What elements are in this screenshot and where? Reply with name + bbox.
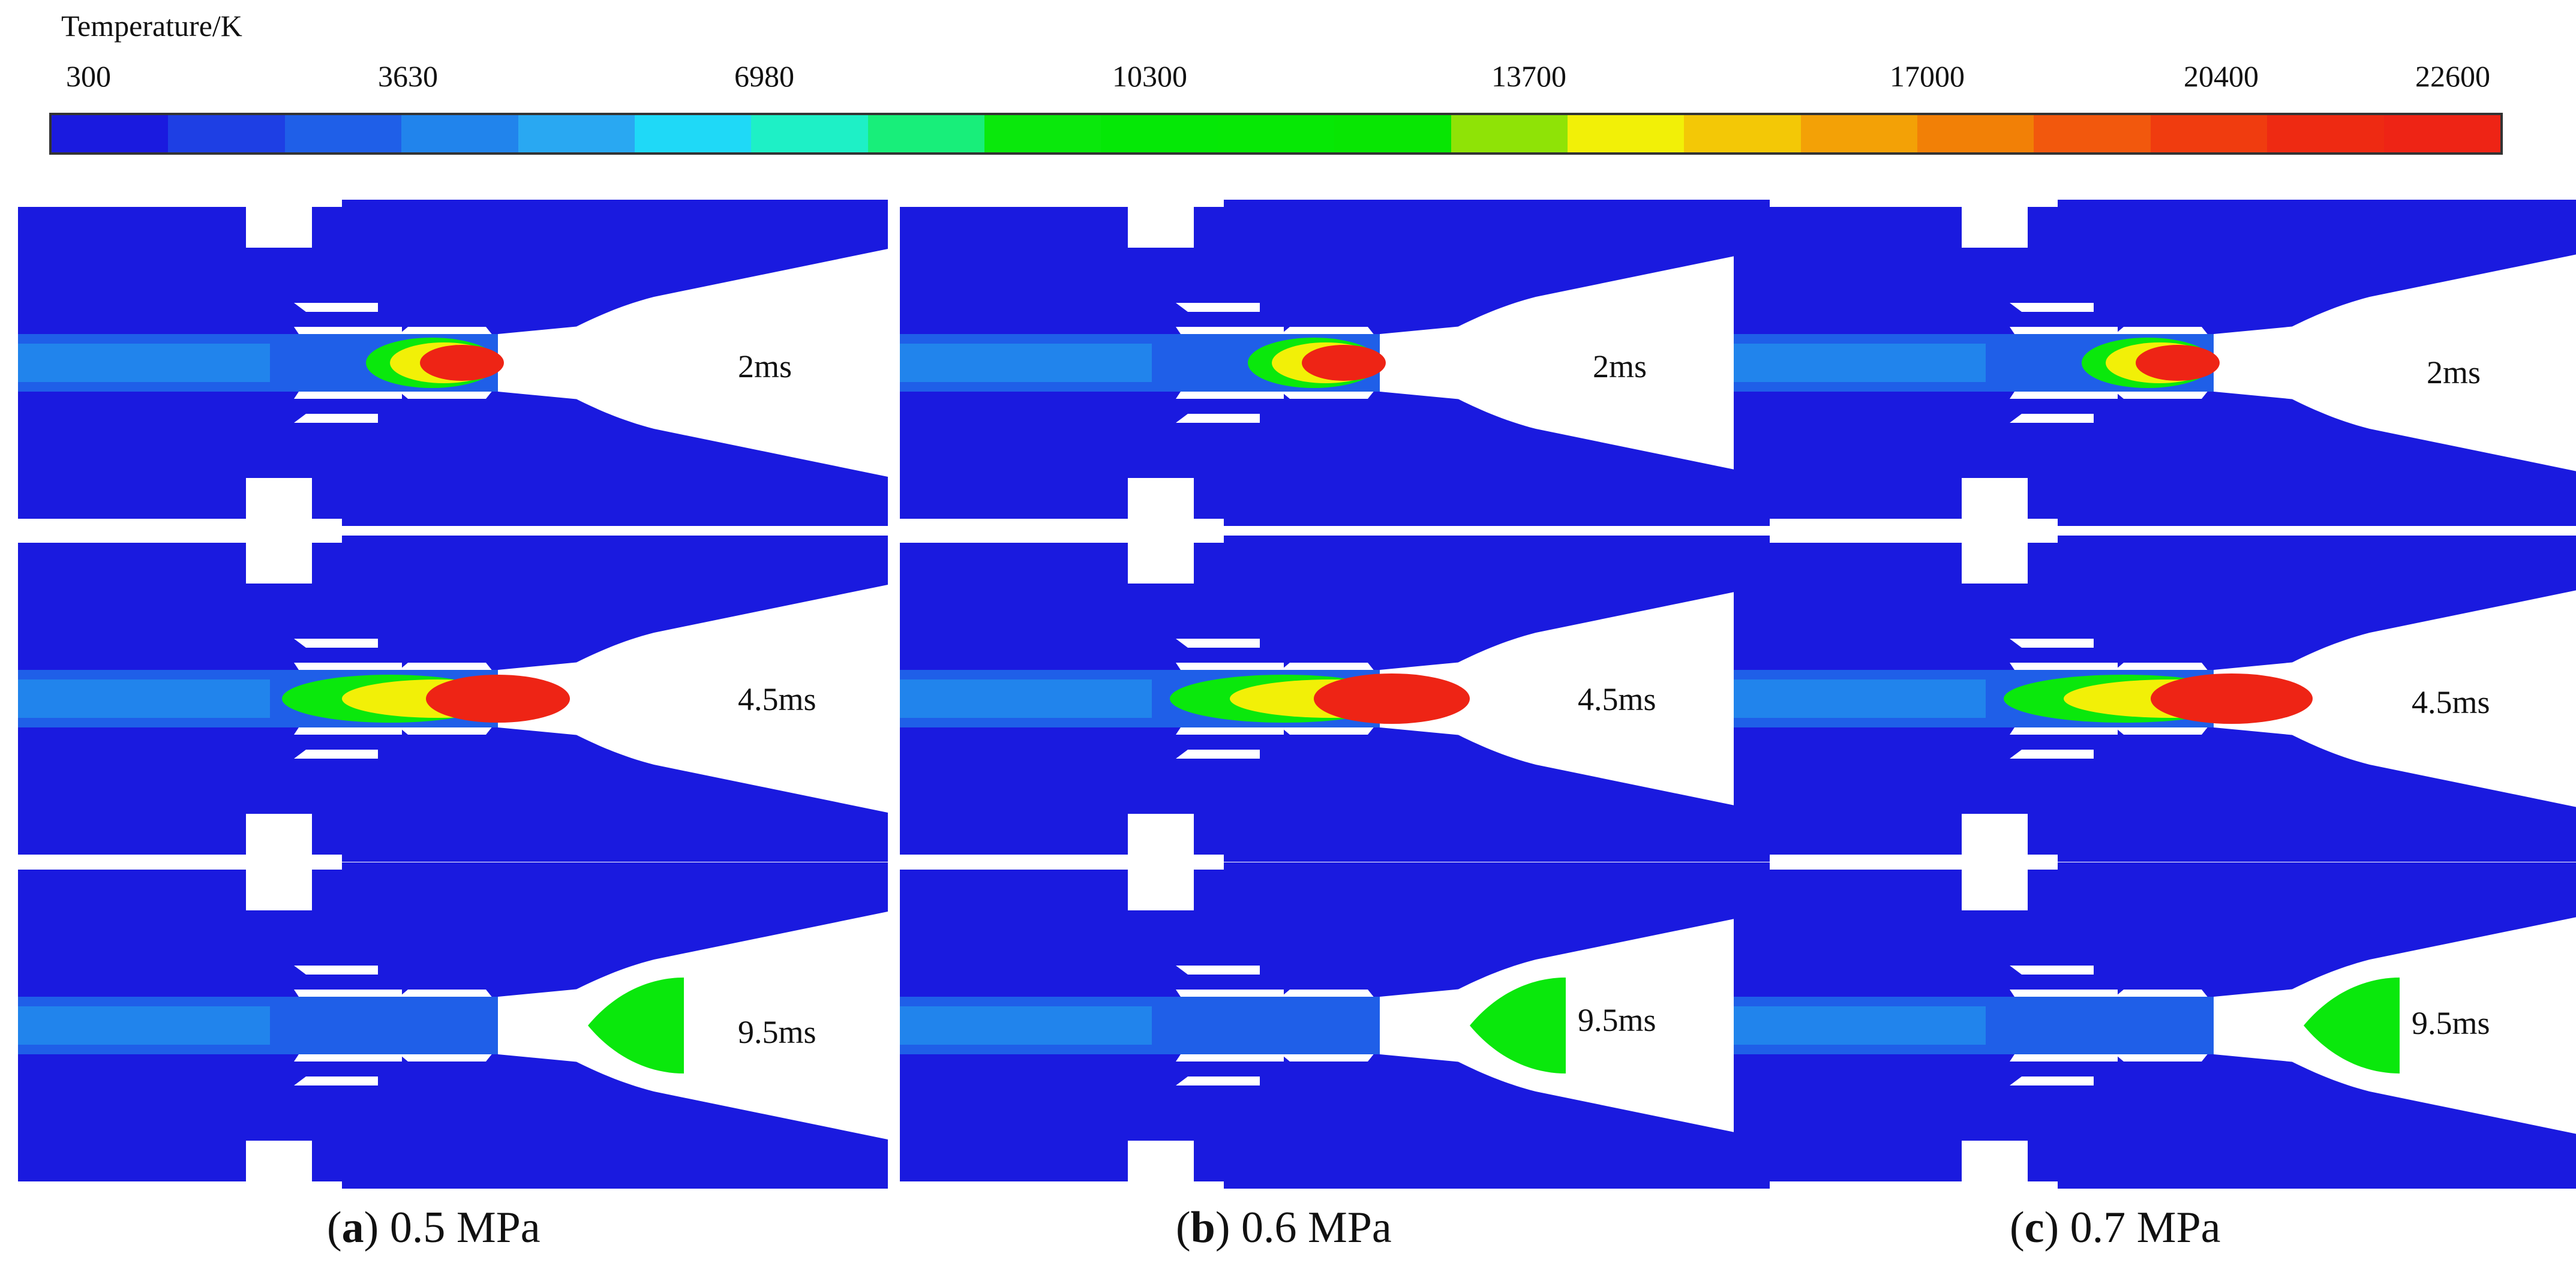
colorbar-segment	[1567, 115, 1685, 152]
colorbar-tick-label: 22600	[2415, 59, 2490, 93]
colorbar-segment	[1217, 115, 1335, 152]
panel-c-4.5ms	[1734, 536, 2576, 862]
panel-c-2ms	[1734, 200, 2576, 526]
colorbar	[49, 113, 2503, 155]
time-label-a-9.5ms: 9.5ms	[738, 1014, 816, 1050]
caption-c: (c) 0.7 MPa	[2010, 1203, 2221, 1252]
time-label-b-2ms: 2ms	[1593, 348, 1647, 384]
colorbar-segment	[2383, 115, 2500, 152]
caption-a: (a) 0.5 MPa	[327, 1203, 541, 1252]
colorbar-segment	[2150, 115, 2268, 152]
colorbar-segment	[1451, 115, 1568, 152]
panel-a-4.5ms	[18, 536, 888, 862]
colorbar-segment	[751, 115, 868, 152]
colorbar-tick-label: 13700	[1491, 59, 1566, 93]
colorbar-tick-label: 3630	[378, 59, 438, 93]
colorbar-segment	[1917, 115, 2034, 152]
time-label-a-2ms: 2ms	[738, 348, 792, 384]
colorbar-segment	[867, 115, 984, 152]
time-label-c-4.5ms: 4.5ms	[2412, 684, 2490, 720]
colorbar-segment	[168, 115, 285, 152]
colorbar-segment	[1101, 115, 1218, 152]
plume-core	[1470, 978, 1566, 1073]
colorbar-segment	[2034, 115, 2151, 152]
time-label-c-2ms: 2ms	[2427, 354, 2481, 390]
colorbar-segment	[401, 115, 518, 152]
plume-core	[2304, 978, 2400, 1073]
colorbar-tick-label: 6980	[734, 59, 794, 93]
colorbar-tick-label: 10300	[1112, 59, 1187, 93]
panel-a-2ms	[18, 200, 888, 526]
colorbar-tick-label: 20400	[2184, 59, 2259, 93]
colorbar-segment	[1334, 115, 1451, 152]
time-label-b-4.5ms: 4.5ms	[1578, 681, 1656, 717]
time-label-c-9.5ms: 9.5ms	[2412, 1005, 2490, 1041]
colorbar-segment	[1800, 115, 1917, 152]
panel-b-9.5ms	[900, 862, 1770, 1189]
panel-b-4.5ms	[900, 536, 1770, 862]
time-label-a-4.5ms: 4.5ms	[738, 681, 816, 717]
time-label-b-9.5ms: 9.5ms	[1578, 1002, 1656, 1038]
panel-c-9.5ms	[1734, 862, 2576, 1189]
caption-b: (b) 0.6 MPa	[1176, 1203, 1392, 1252]
panel-b-2ms	[900, 200, 1770, 526]
colorbar-tick-label: 300	[66, 59, 111, 93]
colorbar-segment	[284, 115, 402, 152]
colorbar-segment	[2267, 115, 2384, 152]
colorbar-segment	[518, 115, 635, 152]
colorbar-segment	[1684, 115, 1801, 152]
colorbar-segment	[634, 115, 752, 152]
colorbar-title: Temperature/K	[61, 9, 242, 43]
colorbar-tick-label: 17000	[1890, 59, 1965, 93]
colorbar-segment	[52, 115, 169, 152]
colorbar-segment	[984, 115, 1101, 152]
panel-a-9.5ms	[18, 862, 888, 1189]
plume-core	[588, 978, 684, 1073]
